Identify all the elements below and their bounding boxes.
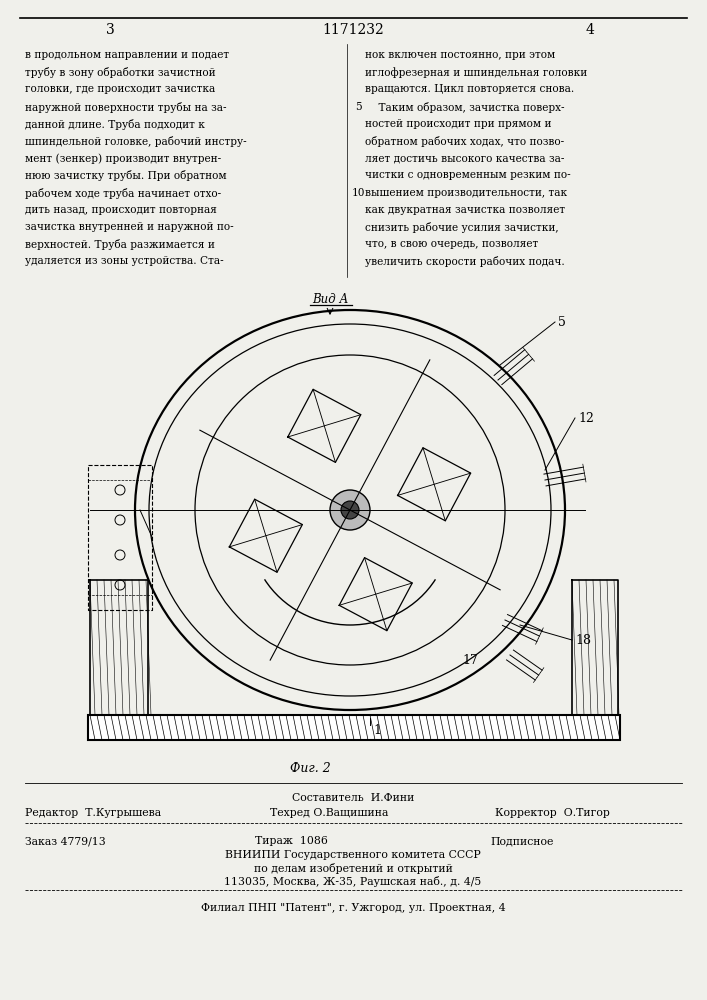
- Text: Корректор  О.Тигор: Корректор О.Тигор: [495, 808, 610, 818]
- Text: Составитель  И.Фини: Составитель И.Фини: [292, 793, 414, 803]
- Text: Фиг. 2: Фиг. 2: [290, 762, 330, 775]
- Text: Вид А: Вид А: [312, 293, 348, 306]
- Circle shape: [330, 490, 370, 530]
- Text: нюю зачистку трубы. При обратном: нюю зачистку трубы. При обратном: [25, 170, 227, 181]
- Text: 12: 12: [578, 412, 594, 424]
- Text: ляет достичь высокого качества за-: ляет достичь высокого качества за-: [365, 153, 564, 163]
- Text: по делам изобретений и открытий: по делам изобретений и открытий: [254, 863, 452, 874]
- Text: наружной поверхности трубы на за-: наружной поверхности трубы на за-: [25, 102, 226, 113]
- Text: Заказ 4779/13: Заказ 4779/13: [25, 836, 106, 846]
- Text: 1: 1: [373, 724, 381, 736]
- Circle shape: [341, 501, 359, 519]
- Text: зачистка внутренней и наружной по-: зачистка внутренней и наружной по-: [25, 222, 233, 232]
- Text: 3: 3: [105, 23, 115, 37]
- Text: как двукратная зачистка позволяет: как двукратная зачистка позволяет: [365, 205, 565, 215]
- Text: Филиал ПНП "Патент", г. Ужгород, ул. Проектная, 4: Филиал ПНП "Патент", г. Ужгород, ул. Про…: [201, 903, 506, 913]
- Text: 10: 10: [352, 188, 366, 198]
- Text: 5: 5: [355, 102, 361, 112]
- Text: Таким образом, зачистка поверх-: Таким образом, зачистка поверх-: [365, 102, 564, 113]
- Text: 18: 18: [575, 634, 591, 647]
- Text: Редактор  Т.Кугрышева: Редактор Т.Кугрышева: [25, 808, 161, 818]
- Text: верхностей. Труба разжимается и: верхностей. Труба разжимается и: [25, 239, 215, 250]
- Text: трубу в зону обработки зачистной: трубу в зону обработки зачистной: [25, 67, 216, 78]
- Text: данной длине. Труба подходит к: данной длине. Труба подходит к: [25, 119, 205, 130]
- Text: головки, где происходит зачистка: головки, где происходит зачистка: [25, 84, 215, 94]
- Text: мент (зенкер) производит внутрен-: мент (зенкер) производит внутрен-: [25, 153, 221, 164]
- Text: что, в свою очередь, позволяет: что, в свою очередь, позволяет: [365, 239, 538, 249]
- Text: Техред О.Ващишина: Техред О.Ващишина: [270, 808, 388, 818]
- Text: 1171232: 1171232: [322, 23, 384, 37]
- Text: 17: 17: [462, 654, 478, 666]
- Text: Подписное: Подписное: [490, 836, 554, 846]
- Text: увеличить скорости рабочих подач.: увеличить скорости рабочих подач.: [365, 256, 565, 267]
- Text: удаляется из зоны устройства. Ста-: удаляется из зоны устройства. Ста-: [25, 256, 223, 266]
- Text: нок включен постоянно, при этом: нок включен постоянно, при этом: [365, 50, 555, 60]
- Text: ностей происходит при прямом и: ностей происходит при прямом и: [365, 119, 551, 129]
- Text: Тираж  1086: Тираж 1086: [255, 836, 328, 846]
- Text: в продольном направлении и подает: в продольном направлении и подает: [25, 50, 229, 60]
- Text: дить назад, происходит повторная: дить назад, происходит повторная: [25, 205, 217, 215]
- Text: чистки с одновременным резким по-: чистки с одновременным резким по-: [365, 170, 571, 180]
- Text: снизить рабочие усилия зачистки,: снизить рабочие усилия зачистки,: [365, 222, 559, 233]
- Text: обратном рабочих ходах, что позво-: обратном рабочих ходах, что позво-: [365, 136, 564, 147]
- Text: вращаются. Цикл повторяется снова.: вращаются. Цикл повторяется снова.: [365, 84, 574, 94]
- Text: 5: 5: [558, 316, 566, 328]
- Text: рабочем ходе труба начинает отхо-: рабочем ходе труба начинает отхо-: [25, 188, 221, 199]
- Polygon shape: [88, 715, 620, 740]
- Text: ВНИИПИ Государственного комитета СССР: ВНИИПИ Государственного комитета СССР: [225, 850, 481, 860]
- Text: 113035, Москва, Ж-35, Раушская наб., д. 4/5: 113035, Москва, Ж-35, Раушская наб., д. …: [224, 876, 481, 887]
- Text: 4: 4: [585, 23, 595, 37]
- Text: вышением производительности, так: вышением производительности, так: [365, 188, 567, 198]
- Text: иглофрезерная и шпиндельная головки: иглофрезерная и шпиндельная головки: [365, 67, 588, 78]
- Text: шпиндельной головке, рабочий инстру-: шпиндельной головке, рабочий инстру-: [25, 136, 247, 147]
